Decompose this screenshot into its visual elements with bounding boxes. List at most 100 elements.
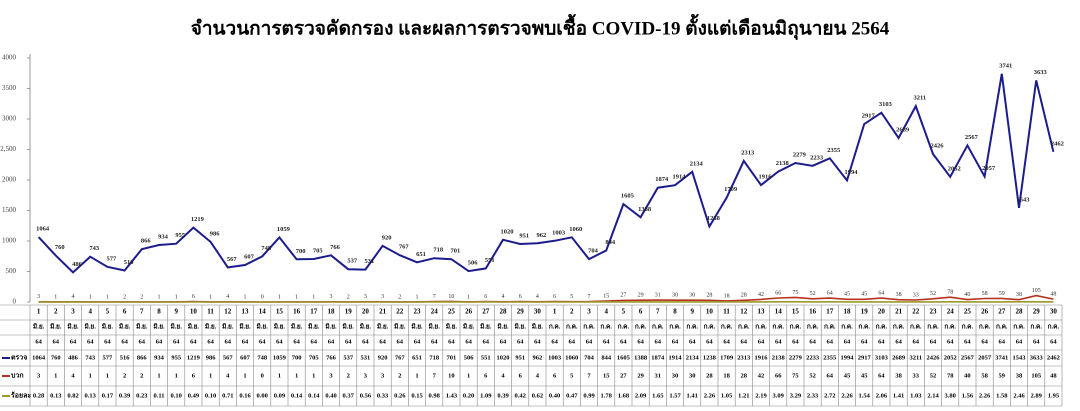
x-tick-label: 28 <box>1016 308 1024 316</box>
x-year-label: 64 <box>895 338 902 345</box>
table-cell: 1 <box>209 372 212 379</box>
table-cell: 0.23 <box>136 392 148 399</box>
data-label: 1916 <box>759 174 773 181</box>
table-cell: 1 <box>312 372 315 379</box>
data-label: 45 <box>861 292 867 298</box>
data-label: 52 <box>930 291 936 297</box>
data-label: 42 <box>758 292 764 298</box>
table-cell: 1 <box>278 372 281 379</box>
table-cell: 4 <box>536 372 540 379</box>
x-year-label: 64 <box>620 338 627 345</box>
table-cell: 1.78 <box>601 392 613 399</box>
table-cell: 2355 <box>823 354 837 361</box>
table-cell: 0.15 <box>411 392 423 399</box>
data-label: 951 <box>519 232 529 239</box>
table-cell: 0.47 <box>566 392 578 399</box>
x-year-label: 64 <box>70 338 77 345</box>
x-tick-label: 24 <box>431 308 439 316</box>
x-tick-label: 25 <box>964 308 972 316</box>
data-label: 1 <box>89 294 92 300</box>
x-month-label: ก.ค. <box>772 323 784 330</box>
x-month-label: มิ.ย. <box>85 322 97 330</box>
data-label: 29 <box>638 293 644 299</box>
x-tick-label: 9 <box>174 308 178 316</box>
table-cell: 58 <box>981 372 988 379</box>
data-label: 2917 <box>862 113 876 120</box>
x-year-label: 64 <box>207 338 214 345</box>
x-tick-label: 12 <box>224 308 232 316</box>
data-label: 2462 <box>1051 140 1064 147</box>
table-cell: 0.09 <box>274 392 286 399</box>
y-tick-label: 500 <box>6 267 17 275</box>
x-year-label: 64 <box>139 338 146 345</box>
table-cell: 0.71 <box>222 392 233 399</box>
x-tick-label: 1 <box>553 308 557 316</box>
data-label: 1 <box>175 294 178 300</box>
data-label: 700 <box>296 248 306 255</box>
x-year-label: 64 <box>878 338 885 345</box>
data-label: 1003 <box>552 229 566 236</box>
table-cell: 1060 <box>565 354 578 361</box>
table-cell: 704 <box>584 354 595 361</box>
x-tick-label: 14 <box>775 308 783 316</box>
table-cell: 1.03 <box>910 392 922 399</box>
table-cell: 0.13 <box>85 392 97 399</box>
table-cell: 10 <box>448 372 455 379</box>
x-tick-label: 26 <box>465 308 473 316</box>
table-cell: 506 <box>464 354 475 361</box>
table-cell: 537 <box>343 354 354 361</box>
x-month-label: ก.ค. <box>893 323 905 330</box>
table-cell: 951 <box>515 354 525 361</box>
data-label: 30 <box>672 293 678 299</box>
x-year-label: 64 <box>483 338 490 345</box>
table-cell: 7 <box>433 372 437 379</box>
data-label: 2689 <box>896 126 910 133</box>
x-year-label: 64 <box>242 338 249 345</box>
data-label: 10 <box>448 294 454 300</box>
x-month-label: ก.ค. <box>962 323 974 330</box>
x-month-label: มิ.ย. <box>205 322 217 330</box>
table-cell: 0.62 <box>532 392 543 399</box>
x-month-label: ก.ค. <box>841 323 853 330</box>
table-cell: 1914 <box>669 354 683 361</box>
x-tick-label: 24 <box>947 308 955 316</box>
x-month-label: มิ.ย. <box>325 322 337 330</box>
table-cell: 31 <box>655 372 662 379</box>
data-label: 955 <box>175 232 186 239</box>
x-year-label: 64 <box>465 338 472 345</box>
y-tick-label: 2,500 <box>0 145 16 153</box>
data-label: 64 <box>827 290 833 296</box>
x-year-label: 64 <box>947 338 954 345</box>
y-tick-label: 3000 <box>2 115 17 123</box>
x-year-label: 64 <box>500 338 507 345</box>
table-cell: 0.98 <box>429 392 441 399</box>
table-cell: 2.26 <box>979 392 991 399</box>
table-cell: 1.58 <box>996 392 1008 399</box>
x-month-label: มิ.ย. <box>102 322 114 330</box>
x-tick-label: 4 <box>88 308 92 316</box>
table-cell: 27 <box>620 372 627 379</box>
table-cell: 2233 <box>806 354 820 361</box>
table-cell: 3.29 <box>790 392 802 399</box>
table-cell: 3741 <box>995 354 1008 361</box>
table-cell: 29 <box>637 372 644 379</box>
table-cell: 0.10 <box>171 392 182 399</box>
table-cell: 45 <box>844 372 851 379</box>
x-year-label: 64 <box>775 338 782 345</box>
table-cell: 30 <box>689 372 696 379</box>
x-month-label: ก.ค. <box>738 323 750 330</box>
table-cell: 2 <box>123 372 126 379</box>
data-label: 40 <box>964 292 970 298</box>
table-cell: 760 <box>51 354 61 361</box>
table-cell: 934 <box>154 354 165 361</box>
data-label: 7 <box>588 294 591 300</box>
y-tick-label: 1500 <box>2 206 17 214</box>
table-cell: 2.09 <box>635 392 647 399</box>
y-tick-label: 0 <box>13 298 17 306</box>
table-cell: 5 <box>570 372 574 379</box>
x-tick-label: 6 <box>123 308 127 316</box>
x-year-label: 64 <box>981 338 988 345</box>
table-cell: 866 <box>137 354 148 361</box>
data-label: 1 <box>106 294 109 300</box>
table-cell: 30 <box>672 372 679 379</box>
